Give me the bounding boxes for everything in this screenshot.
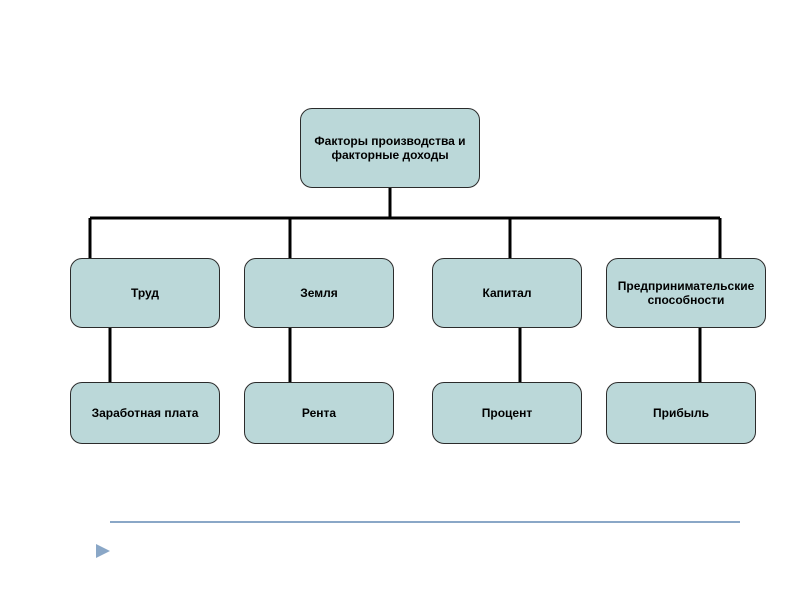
play-icon bbox=[96, 544, 110, 558]
footer-underline bbox=[0, 0, 800, 600]
diagram-stage: Факторы производства и факторные доходы … bbox=[0, 0, 800, 600]
